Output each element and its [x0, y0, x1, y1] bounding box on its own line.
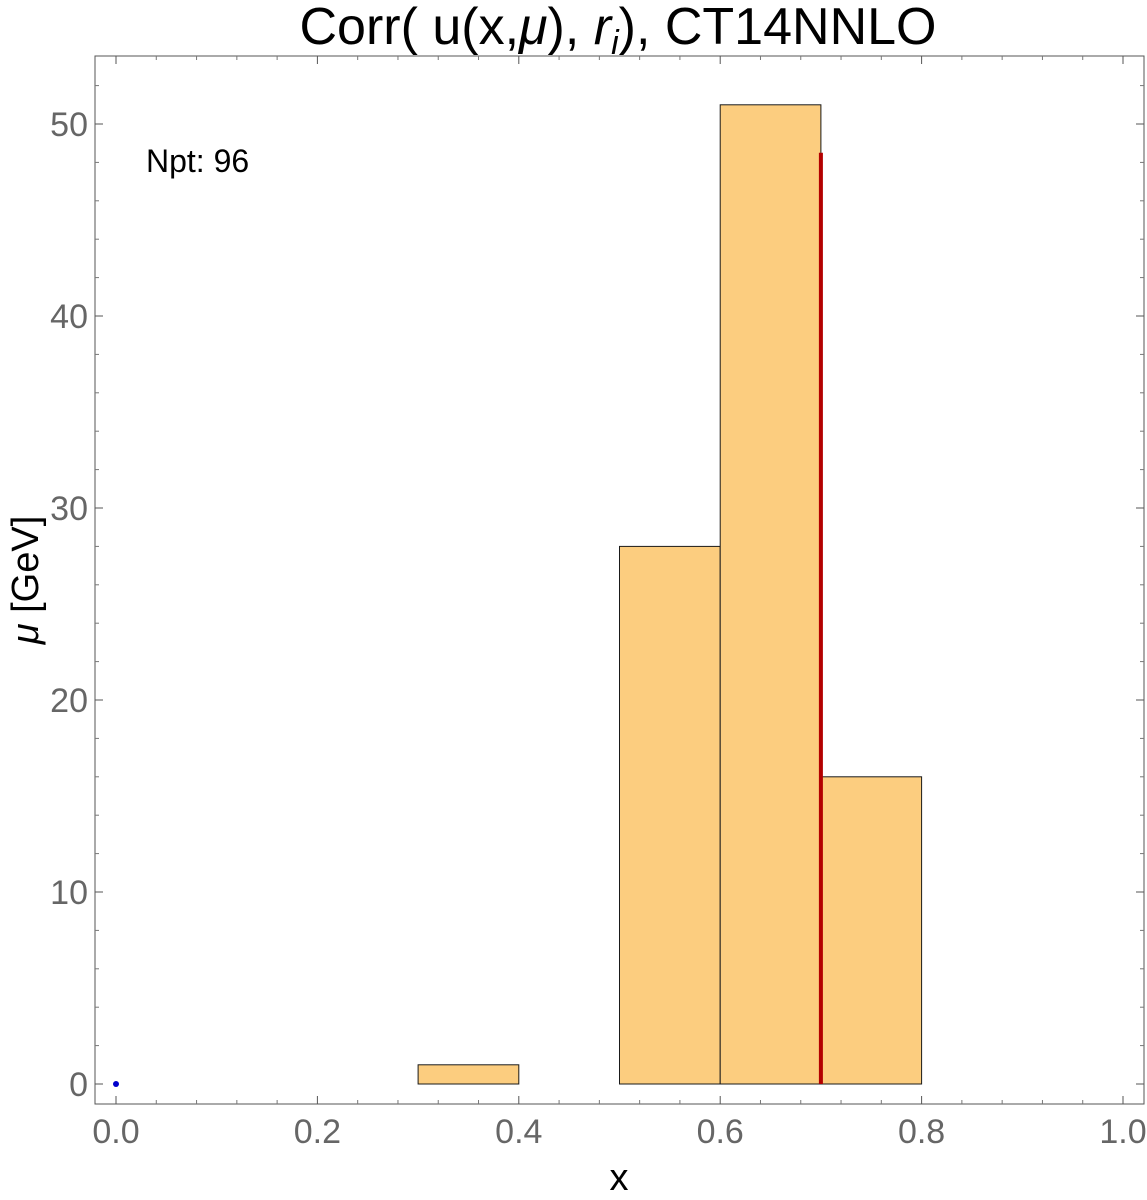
y-axis-label: μ [GeV]	[5, 516, 47, 646]
tick-labels: 0.0 0.2 0.4 0.6 0.8 1.0 0 10 20 30 40 50	[50, 106, 1146, 1151]
y-tick-label: 40	[50, 298, 88, 336]
y-tick-label: 0	[69, 1066, 88, 1104]
histogram-bars	[417, 104, 923, 1085]
major-ticks	[95, 56, 1144, 1104]
npt-annotation: Npt: 96	[146, 143, 249, 179]
y-tick-label: 30	[50, 490, 88, 528]
histogram-bar	[719, 104, 822, 1085]
y-tick-label: 10	[50, 874, 88, 912]
histogram-bar	[417, 1064, 520, 1085]
minor-ticks	[95, 56, 1144, 1104]
x-tick-label: 1.0	[1099, 1113, 1146, 1151]
x-tick-label: 0.8	[898, 1113, 945, 1151]
histogram-bar	[619, 545, 721, 1085]
y-tick-label: 20	[50, 682, 88, 720]
x-tick-label: 0.4	[495, 1113, 542, 1151]
chart-title: Corr( u(x,μ), ri), CT14NNLO	[299, 0, 936, 62]
x-tick-label: 0.2	[294, 1113, 341, 1151]
plot-frame	[94, 55, 1145, 1105]
x-tick-label: 0.6	[697, 1113, 744, 1151]
histogram-bar	[820, 776, 923, 1085]
x-tick-label: 0.0	[92, 1113, 139, 1151]
y-tick-label: 50	[50, 106, 88, 144]
overlay	[113, 152, 823, 1087]
data-point	[113, 1081, 119, 1087]
x-axis-label: x	[610, 1157, 629, 1199]
